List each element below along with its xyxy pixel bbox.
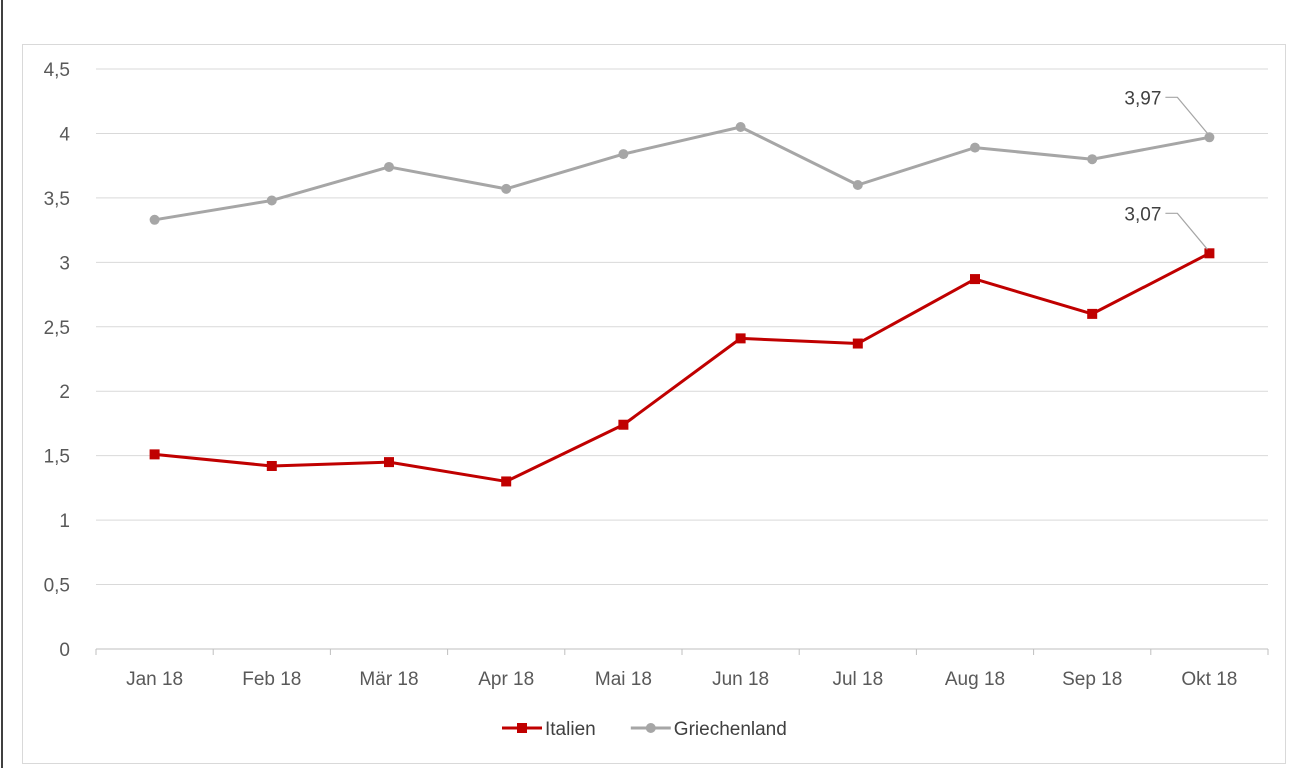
data-point (735, 122, 746, 132)
x-axis-ticks: Jan 18 Feb 18 Mär 18 Apr 18 Mai 18 Jun 18 Jul … (126, 669, 1237, 690)
series-lines (149, 122, 1215, 487)
legend-marker (645, 723, 656, 733)
data-point (618, 149, 629, 160)
data-point (970, 142, 980, 153)
x-tick-label: Jan 18 (126, 669, 183, 690)
data-point (735, 333, 746, 344)
y-tick-label: 0,5 (44, 576, 70, 597)
x-tick-label: Aug 18 (945, 669, 1005, 690)
y-tick-label: 0 (59, 640, 70, 661)
data-point (501, 476, 512, 487)
leader-line (1165, 96, 1208, 134)
legend-marker (517, 723, 527, 733)
left-border-line (1, 0, 3, 768)
data-label: 3,97 (1124, 88, 1161, 109)
data-point (501, 183, 512, 194)
y-axis-ticks: 0 0,5 1 1,5 2 2,5 3 3,5 4 4,5 (44, 60, 71, 661)
gridlines (96, 68, 1268, 586)
x-tick-label: Mai 18 (595, 669, 652, 690)
data-point (266, 460, 277, 471)
series-line-italien (154, 251, 1211, 483)
data-point (852, 338, 863, 349)
legend-label: Griechenland (674, 719, 787, 740)
y-tick-label: 3 (59, 253, 70, 274)
data-point (970, 274, 980, 285)
data-point (852, 180, 863, 190)
y-tick-label: 2 (59, 382, 70, 403)
data-point (1204, 132, 1215, 143)
x-tick-label: Apr 18 (478, 669, 534, 690)
data-point (149, 214, 160, 225)
data-point (1204, 248, 1215, 259)
y-tick-label: 4 (59, 124, 70, 145)
data-point (266, 195, 277, 206)
x-tick-label: Jul 18 (832, 669, 883, 690)
x-tick-label: Mär 18 (359, 669, 418, 690)
data-point (1087, 308, 1098, 319)
legend-label: Italien (545, 719, 596, 740)
y-tick-label: 2,5 (44, 318, 70, 339)
leader-line (1165, 212, 1208, 250)
data-point (618, 419, 629, 430)
y-tick-label: 1 (59, 511, 70, 532)
x-tick-label: Feb 18 (242, 669, 301, 690)
x-tick-label: Sep 18 (1062, 669, 1122, 690)
data-point (1087, 154, 1098, 165)
data-label: 3,07 (1124, 204, 1161, 225)
data-point (384, 457, 394, 468)
data-labels: 3,07 3,97 (1124, 88, 1208, 250)
y-tick-label: 1,5 (44, 447, 70, 468)
y-tick-label: 4,5 (44, 60, 70, 81)
series-line-griechenland (154, 125, 1210, 222)
y-tick-label: 3,5 (44, 189, 70, 210)
x-tick-label: Jun 18 (712, 669, 769, 690)
data-point (384, 161, 394, 172)
data-point (149, 449, 160, 460)
x-axis (95, 648, 1269, 655)
chart-frame (22, 44, 1286, 764)
legend: Italien Griechenland (502, 719, 787, 740)
x-tick-label: Okt 18 (1181, 669, 1237, 690)
